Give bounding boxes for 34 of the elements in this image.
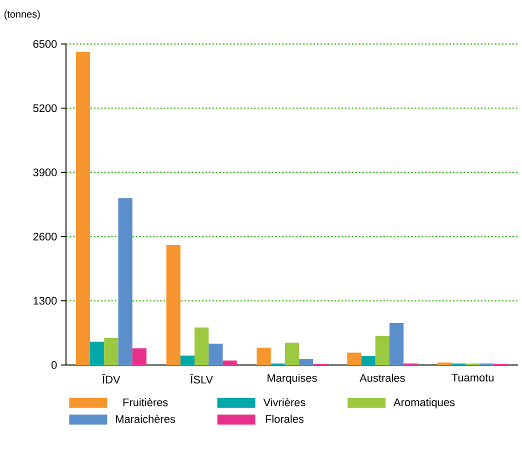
bar [180, 356, 195, 365]
legend-label: Aromatiques [394, 398, 455, 408]
y-tick-label: 3900 [33, 168, 57, 176]
y-tick-label: 6500 [33, 40, 57, 48]
y-tick-label: 5200 [33, 104, 57, 112]
bar [76, 52, 90, 365]
bar [104, 338, 118, 365]
bar [166, 244, 180, 365]
bar [347, 352, 362, 365]
bar [194, 327, 209, 365]
y-tick-label: 1300 [34, 296, 57, 305]
legend-label: Maraichères [116, 414, 176, 423]
x-tick-label: ÎDV [102, 374, 120, 384]
bar [389, 323, 404, 365]
bar [222, 360, 237, 365]
bar [208, 344, 223, 365]
x-tick-label: Marquises [268, 374, 317, 384]
bar [118, 198, 132, 365]
y-tick-label: 2600 [33, 232, 57, 240]
bar [375, 336, 390, 365]
bar [299, 359, 314, 365]
bar [132, 348, 146, 365]
x-tick-label: Australes [360, 374, 405, 382]
x-tick-label: ÎSLV [190, 374, 214, 384]
bar [361, 356, 376, 365]
bar [90, 342, 104, 365]
y-tick-label: 0 [52, 361, 57, 369]
legend-label: Vivrières [263, 398, 306, 406]
x-tick-label: Tuamotu [452, 374, 494, 382]
legend-label: Fruitières [123, 398, 168, 406]
bar [256, 348, 271, 365]
y-axis-title: (tonnes) [4, 10, 40, 20]
legend-label: Florales [266, 414, 304, 423]
bar [284, 342, 300, 365]
